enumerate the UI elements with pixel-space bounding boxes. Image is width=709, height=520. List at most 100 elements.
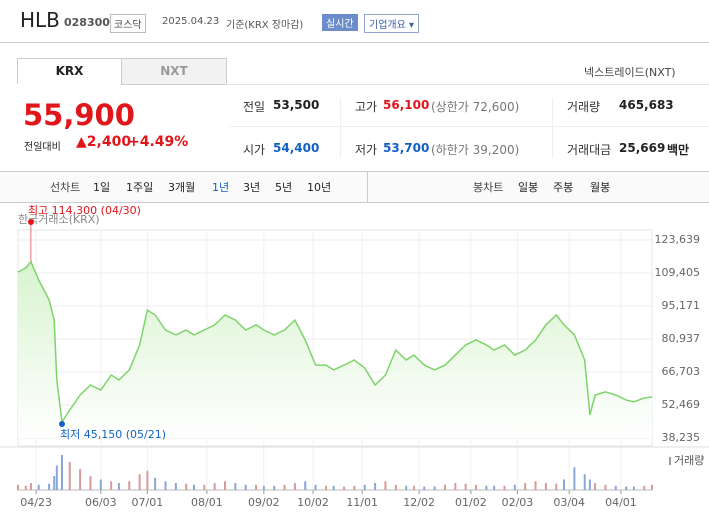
y-tick-label: 109,405 (655, 266, 701, 279)
volume-bar (314, 484, 317, 490)
y-tick-label: 38,235 (662, 431, 701, 444)
volume-bar (255, 484, 258, 490)
divider (367, 172, 368, 202)
candle-item[interactable]: 주봉 (553, 181, 574, 194)
overview-button[interactable]: 기업개요 ▾ (364, 14, 420, 33)
x-tick-label: 06/03 (85, 496, 117, 509)
volume-bar (89, 476, 92, 490)
divider (230, 126, 709, 127)
volume-bar (203, 484, 206, 490)
volume-bar (324, 485, 327, 490)
period-item[interactable]: 1년 (212, 181, 230, 194)
nxt-link[interactable]: 넥스트레이드(NXT) (584, 66, 676, 79)
x-tick-label: 01/02 (455, 496, 487, 509)
chart: 123,639 109,405 95,171 80,937 66,703 52,469 38… (0, 205, 709, 509)
x-tick-label: 07/01 (132, 496, 164, 509)
stat-unit: 백만 (667, 143, 690, 157)
period-bar (0, 171, 709, 203)
stat-extra: (하한가 39,200) (431, 143, 520, 157)
price-area (18, 261, 652, 438)
volume-bar (464, 483, 467, 490)
low-label: 최저 45,150 (05/21) (60, 428, 166, 441)
y-tick-label: 80,937 (662, 332, 701, 345)
stock-name: HLB (20, 8, 60, 32)
candle-item[interactable]: 일봉 (518, 181, 539, 194)
volume-bar (146, 470, 149, 490)
period-item[interactable]: 1일 (93, 181, 111, 194)
volume-bar (443, 484, 446, 490)
volume-bar (110, 481, 113, 490)
period-item[interactable]: 3개월 (168, 181, 196, 194)
candle-label: 봉차트 (473, 181, 504, 194)
volume-bar (485, 485, 488, 490)
stat-label: 시가 (243, 143, 266, 157)
volume-bar (138, 474, 141, 490)
volume-bar (475, 484, 478, 490)
volume-bar (353, 485, 356, 490)
x-tick-label: 12/02 (403, 496, 435, 509)
volume-legend-mark (669, 457, 671, 465)
volume-bar (588, 479, 591, 490)
volume-bar (594, 483, 597, 490)
stat-value: 56,100 (383, 98, 430, 112)
stock-code: 028300 (64, 16, 110, 29)
volume-bar (583, 474, 586, 490)
volume-bar (423, 486, 426, 490)
y-tick-label: 52,469 (662, 398, 701, 411)
x-tick-label: 02/03 (502, 496, 534, 509)
volume-bar (213, 483, 216, 490)
period-item[interactable]: 5년 (275, 181, 293, 194)
basis: 기준(KRX 장마감) (226, 20, 304, 31)
stat-value: 53,700 (383, 141, 430, 155)
stat-label: 저가 (355, 143, 378, 157)
volume-bar (55, 465, 58, 490)
high-label: 최고 114,300 (04/30) (28, 205, 141, 217)
period-item[interactable]: 10년 (307, 181, 332, 194)
x-tick-label: 11/01 (346, 496, 378, 509)
volume-bar (128, 481, 131, 490)
volume-bar (29, 483, 32, 490)
volume-bar (412, 485, 415, 490)
period-item[interactable]: 3년 (243, 181, 261, 194)
date: 2025.04.23 (162, 16, 220, 27)
divider (340, 98, 341, 158)
tab-nxt[interactable]: NXT (121, 58, 227, 85)
realtime-button[interactable]: 실시간 (322, 14, 358, 31)
volume-bar (614, 485, 617, 490)
volume-bar (17, 484, 19, 490)
volume-bar (625, 486, 628, 490)
volume-bar (493, 485, 496, 490)
volume-bar (363, 484, 366, 490)
volume-bar (283, 484, 286, 490)
price-line (17, 260, 653, 425)
volume-bar (185, 483, 188, 490)
volume-bar (304, 481, 307, 490)
overview-text: 기업개요 (369, 20, 406, 31)
stat-label: 거래대금 (567, 143, 612, 157)
volume-bar (53, 476, 56, 490)
x-tick-label: 04/23 (20, 496, 52, 509)
x-tick-label: 03/04 (553, 496, 585, 509)
volume-bar (544, 483, 547, 490)
volume-bar (643, 485, 646, 490)
volume-bar (433, 486, 436, 490)
current-price: 55,900 (23, 98, 135, 132)
change: ▲2,400 (76, 134, 132, 150)
stat-value: 53,500 (273, 98, 320, 112)
change-value: 2,400 (86, 134, 132, 150)
volume-bar (563, 479, 566, 490)
chart-title: 한국거래소(KRX) (18, 213, 100, 226)
volume-bar (262, 485, 265, 490)
volume-bar (454, 483, 457, 490)
volume-legend: 거래량 (674, 454, 704, 467)
volume-bar (555, 483, 558, 490)
volume-bar (192, 484, 195, 490)
period-item[interactable]: 1주일 (126, 181, 154, 194)
volume-bar (651, 484, 653, 490)
tab-krx[interactable]: KRX (17, 58, 122, 84)
high-dot (27, 219, 34, 225)
stat-extra: (상한가 72,600) (431, 100, 520, 114)
candle-item[interactable]: 월봉 (590, 181, 611, 194)
change-pct: +4.49% (128, 134, 189, 150)
